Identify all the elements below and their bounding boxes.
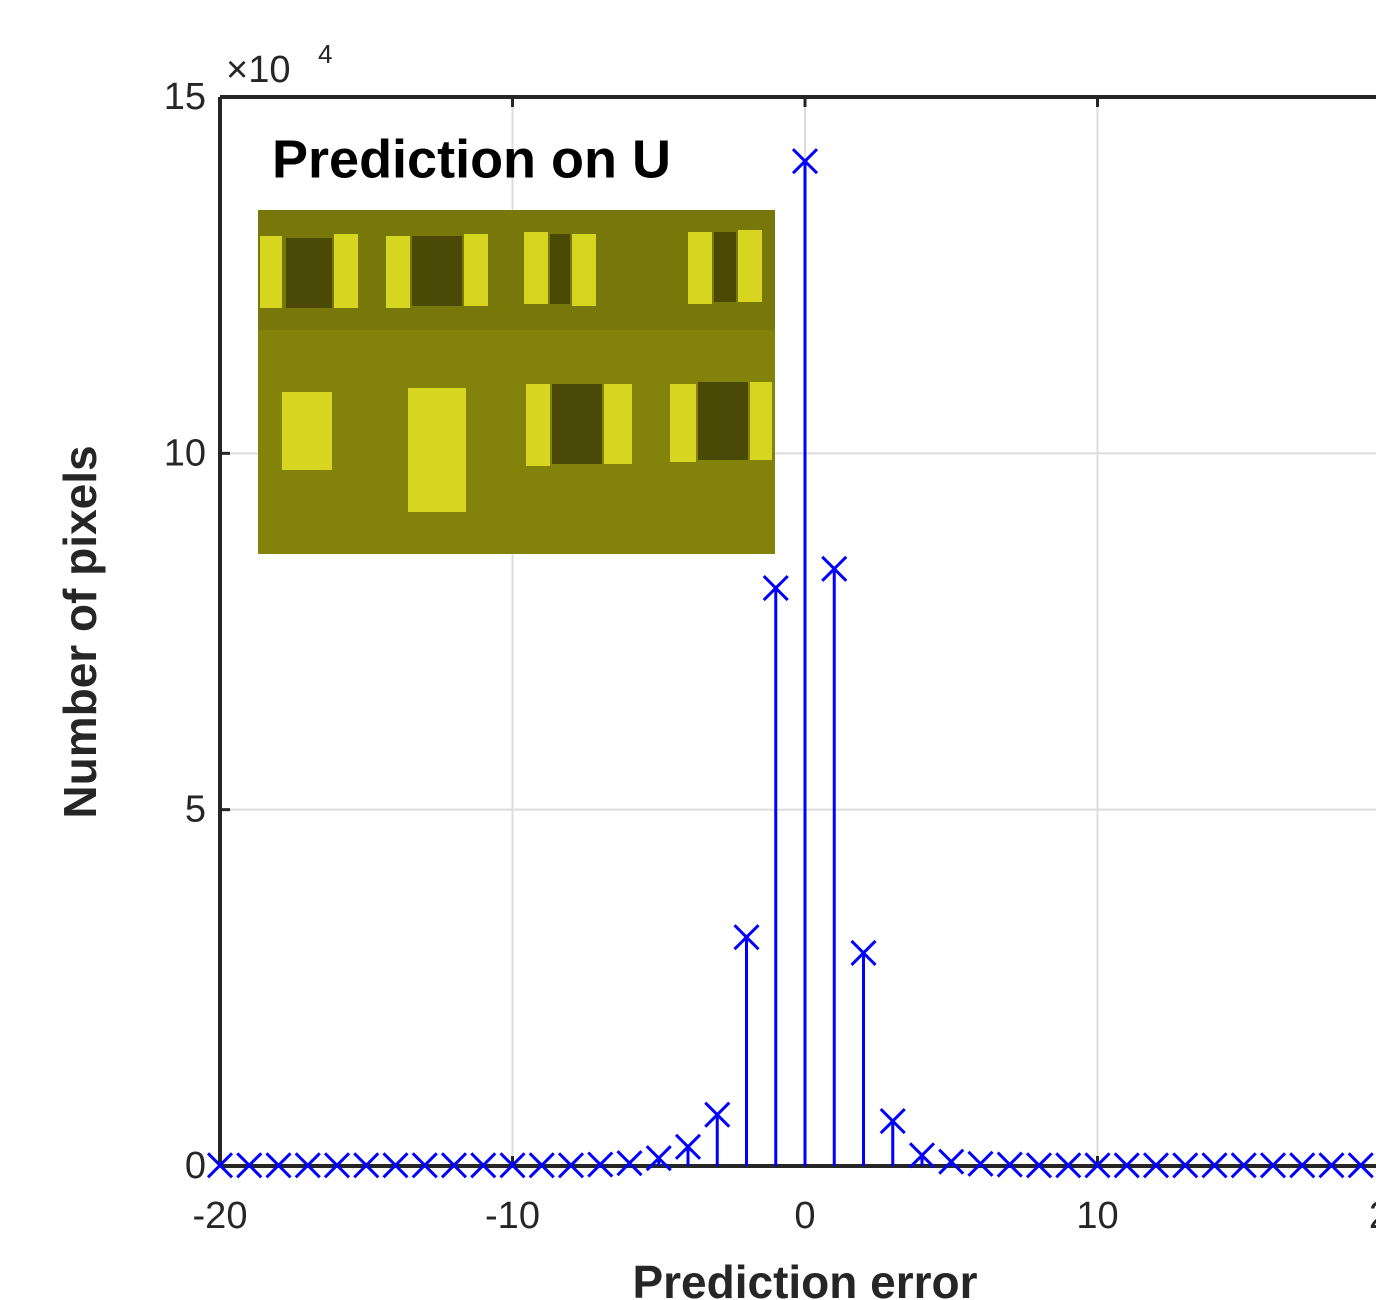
y-tick-label: 15: [164, 76, 206, 118]
stem-marker: [1201, 1152, 1228, 1179]
stem-marker: [616, 1150, 643, 1177]
stem-marker: [1113, 1152, 1140, 1179]
stem-marker: [470, 1152, 497, 1179]
stem-marker: [938, 1148, 965, 1175]
stem-marker: [996, 1151, 1023, 1178]
stem-marker: [382, 1152, 409, 1179]
stem-marker: [1025, 1152, 1053, 1179]
stem-marker: [1347, 1152, 1374, 1179]
stem-marker: [733, 924, 760, 951]
y-tick-label: 0: [185, 1145, 206, 1187]
stem-marker: [791, 148, 819, 175]
x-tick-label: -10: [485, 1195, 540, 1237]
x-tick-label: -20: [193, 1195, 248, 1237]
stem-marker: [411, 1152, 438, 1179]
stem-marker: [587, 1151, 614, 1178]
stem-marker: [1259, 1152, 1287, 1179]
stem-marker: [528, 1152, 555, 1179]
stem-marker: [440, 1152, 468, 1179]
inset-image: [258, 210, 775, 554]
stem-marker: [265, 1152, 292, 1179]
x-tick-label: 20: [1369, 1195, 1376, 1237]
stem-marker: [674, 1133, 702, 1160]
stem-marker: [821, 555, 848, 582]
y-tick-label: 10: [164, 432, 206, 474]
stem-marker: [206, 1152, 234, 1179]
stem-marker: [294, 1152, 321, 1179]
inset-title: Prediction on U: [272, 129, 671, 189]
stem-marker: [1055, 1152, 1082, 1179]
x-tick-label: 0: [794, 1195, 815, 1237]
stem-marker: [1289, 1152, 1316, 1179]
stem-marker: [557, 1152, 585, 1179]
stem-marker: [645, 1145, 672, 1172]
y-multiplier: ×10: [226, 49, 290, 91]
x-axis-label: Prediction error: [632, 1256, 977, 1300]
stem-marker: [879, 1108, 906, 1135]
x-tick-label: 10: [1076, 1195, 1118, 1237]
y-multiplier-exponent: 4: [318, 39, 332, 69]
stem-marker: [1230, 1152, 1257, 1179]
stem-marker: [353, 1152, 380, 1179]
stem-marker: [1318, 1152, 1345, 1179]
y-tick-label: 5: [185, 789, 206, 831]
stem-marker: [1142, 1152, 1170, 1179]
stem-marker: [323, 1152, 351, 1179]
stem-marker: [908, 1142, 936, 1169]
stem-marker: [236, 1152, 263, 1179]
stem-marker: [704, 1101, 731, 1128]
stem-marker: [967, 1150, 994, 1177]
stem-marker: [762, 574, 789, 602]
stem-marker: [1084, 1152, 1111, 1179]
stem-marker: [499, 1152, 526, 1179]
stem-marker: [850, 939, 877, 966]
y-axis-label: Number of pixels: [54, 445, 106, 818]
stem-marker: [1172, 1152, 1199, 1179]
